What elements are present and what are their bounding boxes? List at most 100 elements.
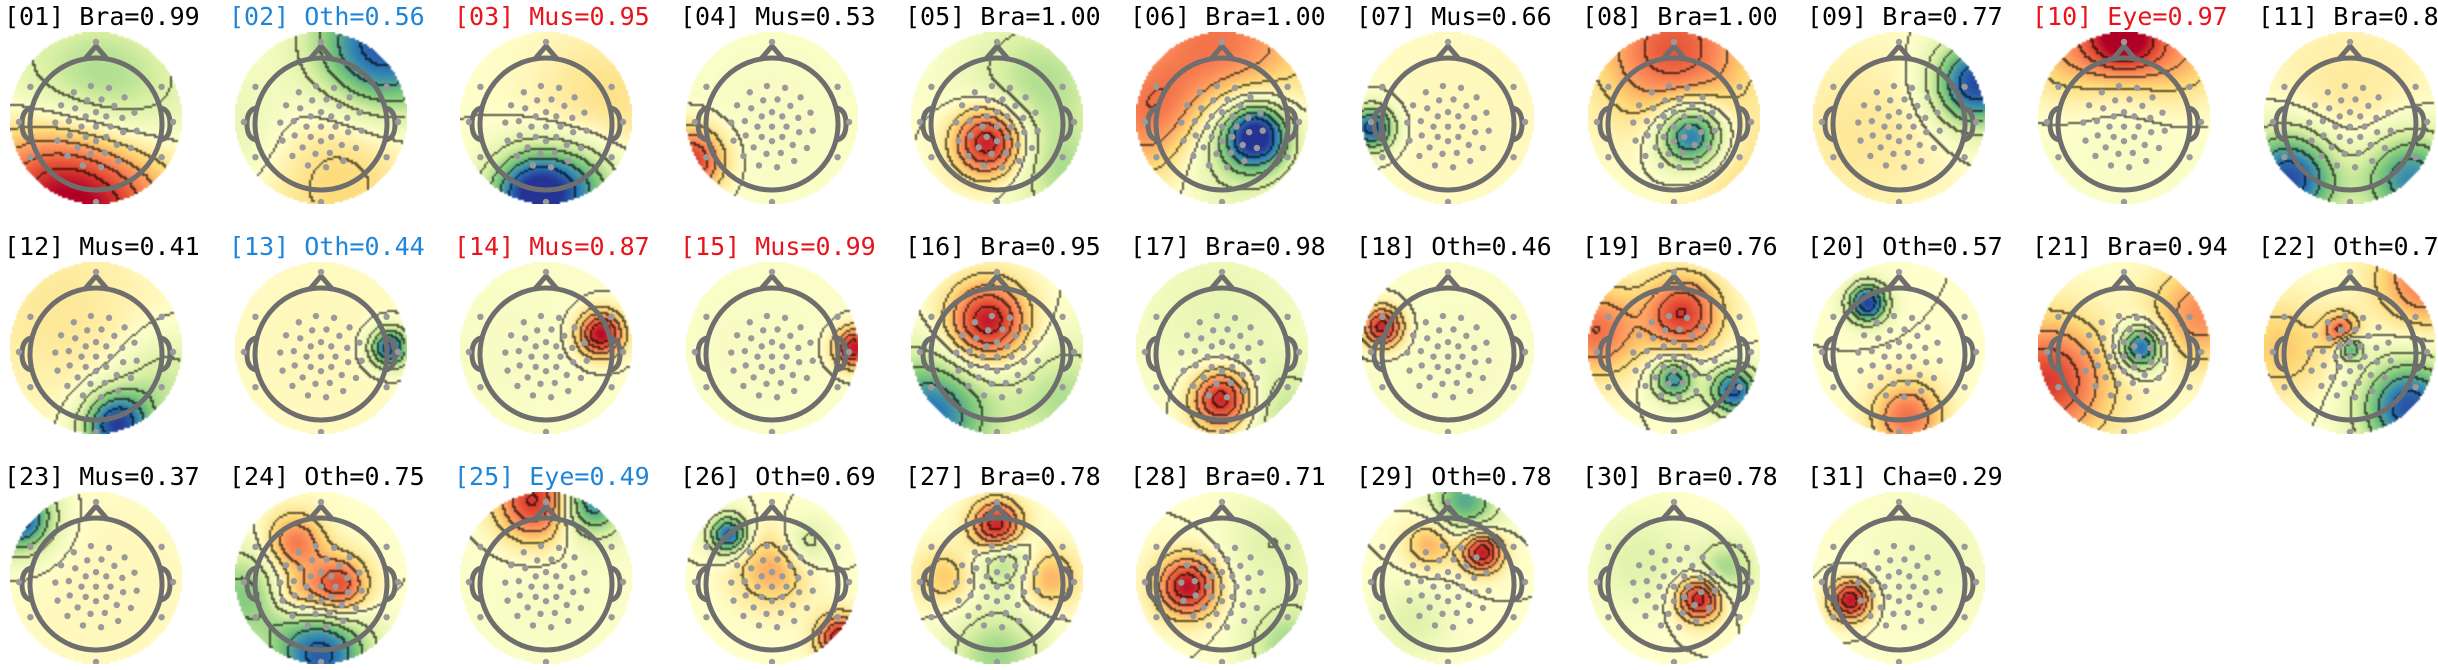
electrode-dot [1697,574,1704,582]
electrode-dot [92,137,100,145]
electrode-dot [346,554,353,561]
head-circle [1379,515,1517,653]
electrode-dot [1422,89,1430,96]
electrode-dot [971,319,979,326]
electrode-dot [1914,562,1921,570]
electrode-dot [1661,327,1669,334]
electrode-dot [338,371,345,379]
electrode-dot [1015,157,1023,165]
electrode-dot [993,428,1001,434]
electrode-dot [803,374,811,382]
electrode-dot [2341,380,2348,388]
head-circle [1379,285,1517,423]
electrode-dot [2368,387,2376,395]
electrode-dot [1670,568,1678,576]
electrode-dot [2281,313,2288,320]
electrode-dot [507,102,515,109]
electrode-dot [789,371,796,379]
component-label: [12] Mus=0.41 [4,232,200,261]
nose-mark [1208,273,1236,292]
electrode-dot [516,592,523,599]
electrode-dot [339,157,347,165]
electrode-dot [317,367,325,375]
electrode-dot [1198,105,1205,112]
head-circle [1153,285,1291,423]
electrode-dot [1224,96,1231,103]
right-ear [2414,105,2427,143]
electrode-dot [2107,392,2115,399]
electrode-dot [1900,624,1908,631]
electrode-dot [290,347,298,355]
component-31: [31] Cha=0.29 [1807,460,2027,670]
electrode-dot [1644,362,1651,369]
electrode-dot [809,127,816,134]
electrode-dot [92,498,100,506]
electrode-dot [953,119,960,126]
electrode-dot [1855,119,1862,126]
electrode-dot [608,384,615,391]
electrode-dot [563,601,570,609]
electrode-dot [2080,119,2087,126]
electrode-dot [1855,349,1862,356]
electrode-dot [774,96,781,103]
electrode-dot [966,577,974,585]
electrode-dot [1020,358,1028,366]
electrode-dot [928,154,935,161]
electrode-dot [542,498,550,506]
head-outline [15,38,177,204]
head-circle [27,55,165,193]
electrode-dot [742,362,749,369]
electrode-dot [1736,313,1743,320]
electrode-dot [1510,384,1517,391]
electrode-dot [1183,332,1191,339]
electrode-dot [1218,428,1226,434]
electrode-dot [1901,96,1908,103]
electrode-dot [1890,610,1897,618]
electrode-dot [1455,363,1462,371]
electrode-dot [1881,353,1888,360]
right-ear [1061,565,1074,603]
electrode-dot [105,84,113,92]
electrode-dot [740,152,747,160]
component-21: [21] Bra=0.94 [2032,230,2252,440]
electrode-dot [1224,556,1231,563]
electrode-dot [528,583,535,590]
electrode-dot [477,543,484,550]
right-ear [1512,335,1525,373]
electrode-dot [787,562,794,570]
electrode-dot [1379,384,1386,391]
electrode-dot [344,358,352,366]
electrode-dot [1444,108,1452,116]
left-ear [244,335,257,373]
electrode-dot [988,312,996,320]
electrode-dot [2337,97,2345,104]
electrode-dot [277,349,284,356]
component-18: [18] Oth=0.46 [1356,230,1576,440]
electrode-dot [551,379,559,387]
component-20: [20] Oth=0.57 [1807,230,2027,440]
electrode-dot [1642,382,1649,390]
electrode-dot [2352,96,2359,103]
electrode-dot [1697,128,1705,136]
electrode-dot [1205,622,1213,629]
electrode-dot [928,313,935,320]
electrode-dot [916,118,924,126]
electrode-dot [984,97,992,104]
electrode-dot [1141,348,1149,356]
electrode-dot [740,612,747,620]
electrode-dot [1483,109,1490,116]
electrode-dot [158,313,165,320]
electrode-dot [1367,118,1375,126]
electrode-dot [1875,105,1882,112]
electrode-dot [1665,150,1672,158]
left-ear [1145,335,1158,373]
electrode-dot [1153,614,1160,621]
electrode-dot [1059,614,1066,621]
electrode-dot [750,374,757,381]
head-circle [1830,285,1968,423]
electrode-dot [1736,384,1743,391]
electrode-dot [344,574,351,582]
electrode-dot [542,268,550,276]
right-ear [160,565,173,603]
electrode-dot [928,83,935,90]
